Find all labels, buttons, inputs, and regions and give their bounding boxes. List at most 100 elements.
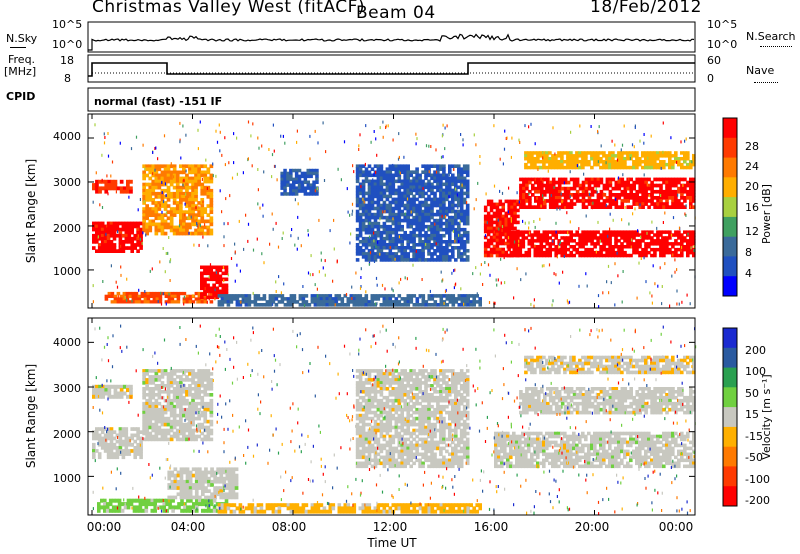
scatter-point bbox=[495, 278, 497, 282]
heatmap-cell bbox=[489, 250, 494, 255]
heatmap-cell bbox=[388, 182, 393, 187]
heatmap-cell bbox=[617, 250, 621, 255]
scatter-point bbox=[398, 155, 400, 159]
heatmap-cell bbox=[118, 246, 123, 250]
heatmap-cell bbox=[203, 508, 208, 513]
scatter-point bbox=[542, 151, 544, 155]
heatmap-cell bbox=[376, 197, 381, 202]
heatmap-cell bbox=[185, 390, 189, 394]
heatmap-cell bbox=[686, 154, 690, 158]
heatmap-cell bbox=[692, 189, 696, 194]
heatmap-cell bbox=[436, 182, 440, 187]
heatmap-cell bbox=[136, 224, 140, 229]
heatmap-cell bbox=[166, 173, 171, 178]
heatmap-cell bbox=[382, 243, 387, 247]
heatmap-cell bbox=[313, 303, 318, 307]
scatter-point bbox=[382, 120, 384, 124]
heatmap-cell bbox=[590, 236, 594, 240]
scatter-point bbox=[107, 222, 109, 226]
heatmap-cell bbox=[430, 294, 435, 298]
heatmap-cell bbox=[421, 255, 425, 259]
heatmap-cell bbox=[626, 233, 630, 237]
heatmap-cell bbox=[100, 436, 105, 441]
scatter-point bbox=[466, 201, 468, 205]
heatmap-cell bbox=[95, 436, 99, 441]
heatmap-cell bbox=[148, 185, 153, 190]
heatmap-cell bbox=[608, 183, 613, 188]
heatmap-cell bbox=[112, 224, 117, 229]
heatmap-cell bbox=[412, 197, 416, 202]
scatter-point bbox=[402, 236, 404, 239]
heatmap-cell bbox=[191, 300, 196, 304]
heatmap-cell bbox=[358, 249, 363, 253]
heatmap-cell bbox=[142, 369, 146, 373]
nsearch-tick-top: 10^5 bbox=[707, 18, 738, 31]
heatmap-cell bbox=[442, 233, 446, 238]
heatmap-cell bbox=[107, 394, 112, 399]
heatmap-cell bbox=[451, 215, 455, 220]
heatmap-cell bbox=[388, 164, 393, 168]
heatmap-cell bbox=[430, 185, 434, 190]
heatmap-cell bbox=[608, 180, 613, 185]
heatmap-cell bbox=[153, 505, 157, 510]
heatmap-cell bbox=[436, 179, 440, 184]
heatmap-cell bbox=[415, 170, 419, 174]
heatmap-cell bbox=[563, 202, 568, 206]
heatmap-cell bbox=[430, 246, 434, 250]
scatter-point bbox=[455, 282, 457, 286]
scatter-point bbox=[522, 219, 524, 223]
heatmap-cell bbox=[172, 228, 177, 233]
heatmap-cell bbox=[548, 242, 552, 246]
heatmap-cell bbox=[587, 151, 591, 155]
heatmap-cell bbox=[182, 164, 186, 169]
heatmap-cell bbox=[150, 502, 155, 507]
heatmap-cell bbox=[433, 233, 437, 238]
heatmap-cell bbox=[442, 252, 446, 256]
heatmap-cell bbox=[388, 303, 393, 307]
heatmap-cell bbox=[186, 508, 190, 513]
heatmap-cell bbox=[286, 300, 291, 304]
heatmap-cell bbox=[620, 189, 625, 194]
scatter-point bbox=[145, 233, 147, 237]
scatter-point bbox=[443, 302, 445, 305]
heatmap-cell bbox=[194, 395, 198, 400]
heatmap-cell bbox=[602, 162, 606, 167]
heatmap-cell bbox=[459, 191, 464, 196]
heatmap-cell bbox=[653, 233, 657, 237]
heatmap-cell bbox=[388, 255, 393, 259]
heatmap-cell bbox=[188, 204, 192, 208]
heatmap-cell bbox=[286, 180, 290, 184]
heatmap-cell bbox=[459, 227, 464, 232]
heatmap-cell bbox=[533, 239, 538, 243]
heatmap-cell bbox=[451, 206, 455, 211]
heatmap-cell bbox=[163, 179, 168, 184]
heatmap-cell bbox=[539, 151, 543, 155]
heatmap-cell bbox=[454, 300, 459, 304]
heatmap-cell bbox=[575, 154, 579, 158]
heatmap-cell bbox=[424, 206, 428, 211]
heatmap-cell bbox=[596, 236, 600, 240]
heatmap-cell bbox=[554, 199, 559, 203]
heatmap-cell bbox=[584, 247, 588, 252]
scatter-point bbox=[351, 209, 354, 213]
nsearch-dots bbox=[760, 46, 792, 47]
heatmap-cell bbox=[581, 242, 585, 246]
heatmap-cell bbox=[572, 239, 576, 243]
heatmap-cell bbox=[112, 436, 117, 441]
heatmap-cell bbox=[186, 505, 190, 510]
heatmap-cell bbox=[501, 241, 505, 246]
heatmap-cell bbox=[629, 177, 633, 182]
scatter-point bbox=[179, 121, 181, 125]
scatter-point bbox=[107, 192, 109, 196]
heatmap-cell bbox=[436, 233, 440, 238]
heatmap-cell bbox=[280, 183, 284, 187]
heatmap-cell bbox=[641, 233, 645, 237]
heatmap-cell bbox=[436, 240, 440, 244]
heatmap-cell bbox=[212, 498, 217, 503]
heatmap-cell bbox=[394, 252, 399, 256]
heatmap-cell bbox=[623, 230, 627, 234]
heatmap-cell bbox=[197, 390, 201, 394]
heatmap-cell bbox=[433, 179, 437, 184]
heatmap-cell bbox=[328, 303, 333, 307]
heatmap-cell bbox=[127, 246, 132, 250]
